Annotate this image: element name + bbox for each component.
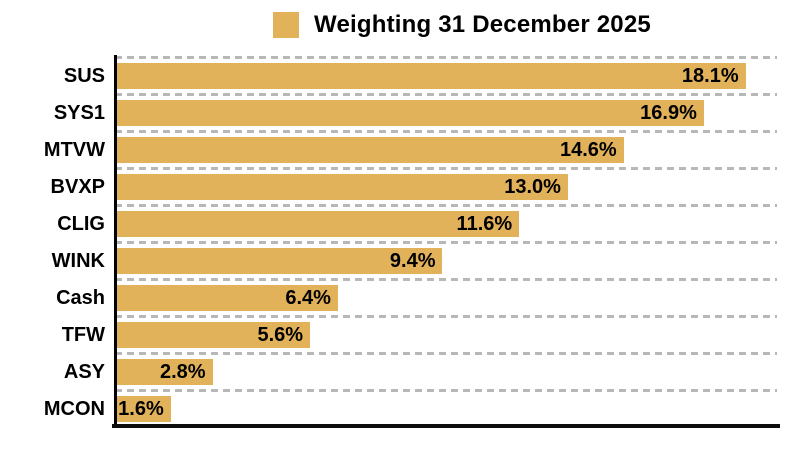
- gridline: [115, 315, 777, 318]
- bar-row: 11.6%: [115, 204, 777, 241]
- bar: [115, 63, 746, 89]
- y-axis-line: [114, 55, 117, 427]
- category-label: WINK: [51, 249, 105, 272]
- bar: [115, 137, 624, 163]
- bar-row: 14.6%: [115, 130, 777, 167]
- value-label: 13.0%: [504, 176, 561, 198]
- bar-row: 18.1%: [115, 56, 777, 93]
- x-axis-line: [112, 424, 780, 428]
- value-label: 1.6%: [118, 398, 164, 420]
- bar-row: 1.6%: [115, 389, 777, 426]
- value-label: 9.4%: [389, 250, 436, 272]
- bar-row: 16.9%: [115, 93, 777, 130]
- chart-legend: Weighting 31 December 2025: [62, 11, 800, 39]
- gridline: [115, 278, 777, 281]
- chart-title: Weighting 31 December 2025: [314, 11, 651, 38]
- category-label: MCON: [43, 397, 105, 420]
- bar: [115, 174, 568, 200]
- gridline: [115, 241, 777, 244]
- gridline: [115, 167, 777, 170]
- gridline: [115, 352, 777, 355]
- category-label: TFW: [61, 323, 105, 346]
- bar-row: 5.6%: [115, 315, 777, 352]
- category-label: SUS: [63, 64, 105, 87]
- value-label: 11.6%: [456, 213, 513, 235]
- bar: [115, 211, 520, 237]
- bar: [115, 100, 704, 126]
- gridline: [115, 56, 777, 59]
- category-label: MTVW: [43, 138, 105, 161]
- bar: [115, 248, 443, 274]
- value-label: 18.1%: [681, 65, 739, 87]
- category-label: Cash: [56, 286, 105, 309]
- bar: [115, 359, 213, 385]
- value-label: 6.4%: [285, 287, 331, 309]
- category-label: CLIG: [57, 212, 105, 235]
- value-label: 16.9%: [640, 102, 697, 124]
- bar-row: 2.8%: [115, 352, 777, 389]
- category-label: SYS1: [53, 101, 105, 124]
- gridline: [115, 93, 777, 96]
- value-label: 2.8%: [160, 361, 206, 383]
- bar: [115, 285, 338, 311]
- legend-swatch-icon: [273, 12, 300, 38]
- bar-row: 9.4%: [115, 241, 777, 278]
- value-label: 5.6%: [257, 324, 304, 346]
- category-label: ASY: [63, 360, 105, 383]
- bar: [115, 396, 171, 422]
- category-label: BVXP: [50, 175, 105, 198]
- bar-row: 6.4%: [115, 278, 777, 315]
- bar-row: 13.0%: [115, 167, 777, 204]
- gridline: [115, 204, 777, 207]
- plot-area: 18.1% 16.9% 14.6% 13.0% 11.6% 9.4% 6.4% 5.6% 2.8…: [115, 56, 777, 426]
- gridline: [115, 389, 777, 392]
- category-labels-column: SUS SYS1 MTVW BVXP CLIG WINK Cash TFW ASY MCON: [0, 56, 105, 426]
- bar: [115, 322, 311, 348]
- gridline: [115, 130, 777, 133]
- value-label: 14.6%: [559, 139, 617, 161]
